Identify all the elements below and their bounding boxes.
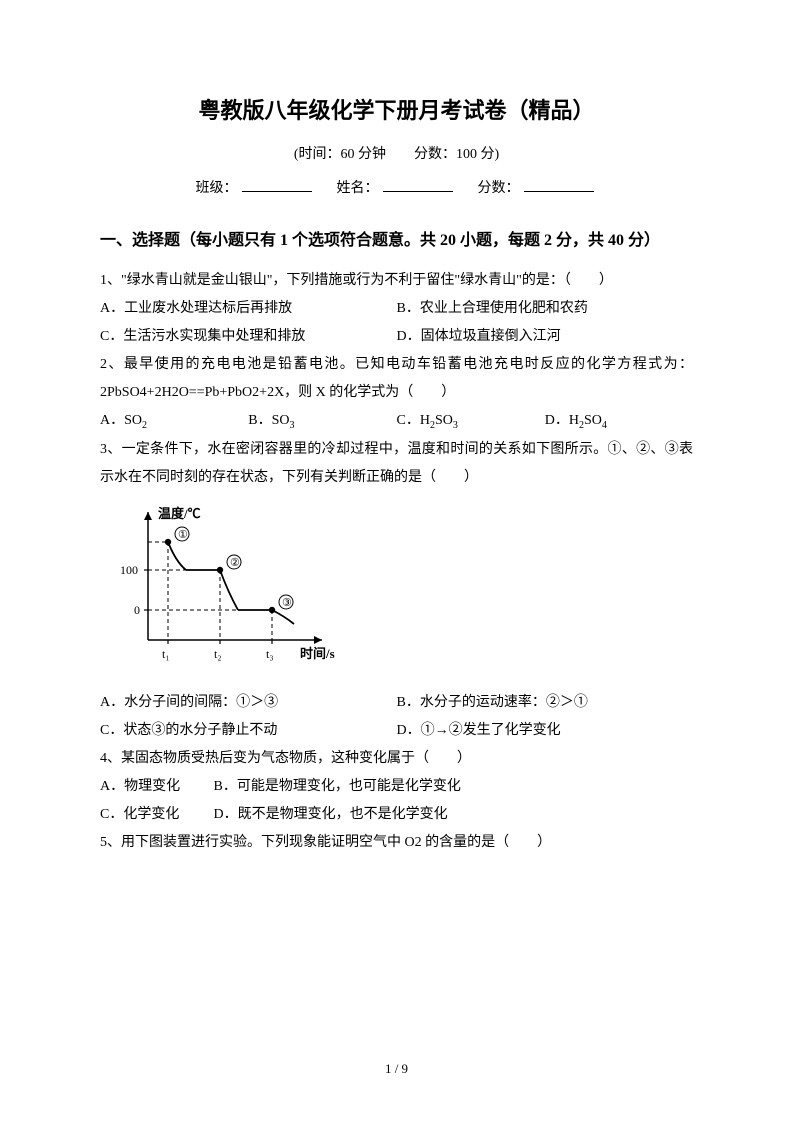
q3-option-c: C．状态③的水分子静止不动 [100, 717, 397, 745]
q1-option-a: A．工业废水处理达标后再排放 [100, 295, 397, 323]
name-blank[interactable] [383, 176, 453, 192]
q3-stem: 3、一定条件下，水在密闭容器里的冷却过程中，温度和时间的关系如下图所示。①、②、… [100, 436, 693, 492]
q1-option-b: B．农业上合理使用化肥和农药 [397, 295, 694, 323]
q4-option-d: D．既不是物理变化，也不是化学变化 [214, 807, 448, 822]
question-4: 4、某固态物质受热后变为气态物质，这种变化属于（ ） A．物理变化 B．可能是物… [100, 745, 693, 829]
q4-option-c: C．化学变化 [100, 801, 210, 829]
exam-subtitle: (时间：60 分钟 分数：100 分) [100, 142, 693, 169]
q5-stem: 5、用下图装置进行实验。下列现象能证明空气中 O2 的含量的是（ ） [100, 829, 693, 857]
q3-option-a: A．水分子间的间隔：①＞③ [100, 689, 397, 717]
q3-option-d: D．①→②发生了化学变化 [397, 717, 694, 745]
svg-text:③: ③ [282, 597, 292, 609]
score-label: 分数： [478, 181, 520, 196]
q1-stem: 1、"绿水青山就是金山银山"，下列措施或行为不利于留住"绿水青山"的是：（ ） [100, 267, 693, 295]
question-5: 5、用下图装置进行实验。下列现象能证明空气中 O2 的含量的是（ ） [100, 829, 693, 857]
q2-stem: 2、最早使用的充电电池是铅蓄电池。已知电动车铅蓄电池充电时反应的化学方程式为：2… [100, 351, 693, 407]
student-info-line: 班级： 姓名： 分数： [100, 176, 693, 203]
name-label: 姓名： [337, 181, 379, 196]
question-1: 1、"绿水青山就是金山银山"，下列措施或行为不利于留住"绿水青山"的是：（ ） … [100, 267, 693, 351]
q2-option-b: B．SO3 [248, 407, 396, 436]
svg-text:①: ① [178, 529, 188, 541]
svg-text:②: ② [230, 557, 240, 569]
svg-text:100: 100 [120, 563, 138, 577]
svg-text:时间/s: 时间/s [300, 646, 335, 661]
page-number: 1 / 9 [0, 1057, 793, 1082]
svg-text:t₂: t₂ [214, 647, 222, 661]
q3-option-b: B．水分子的运动速率：②＞① [397, 689, 694, 717]
svg-text:温度/℃: 温度/℃ [158, 506, 201, 521]
svg-text:t₃: t₃ [266, 647, 274, 661]
score-blank[interactable] [524, 176, 594, 192]
cooling-chart: 温度/℃ 时间/s 100 0 t₁ t₂ t₃ ① ② ③ [110, 500, 693, 681]
q4-option-a: A．物理变化 [100, 773, 210, 801]
svg-text:t₁: t₁ [162, 647, 170, 661]
question-3: 3、一定条件下，水在密闭容器里的冷却过程中，温度和时间的关系如下图所示。①、②、… [100, 436, 693, 745]
q4-option-b: B．可能是物理变化，也可能是化学变化 [214, 779, 461, 794]
q2-option-a: A．SO2 [100, 407, 248, 436]
q1-option-d: D．固体垃圾直接倒入江河 [397, 323, 694, 351]
q2-option-c: C．H2SO3 [397, 407, 545, 436]
section-1-header: 一、选择题（每小题只有 1 个选项符合题意。共 20 小题，每题 2 分，共 4… [100, 221, 693, 261]
class-label: 班级： [196, 181, 238, 196]
exam-title: 粤教版八年级化学下册月考试卷（精品） [100, 90, 693, 132]
svg-text:0: 0 [134, 603, 140, 617]
q1-option-c: C．生活污水实现集中处理和排放 [100, 323, 397, 351]
q4-stem: 4、某固态物质受热后变为气态物质，这种变化属于（ ） [100, 745, 693, 773]
class-blank[interactable] [242, 176, 312, 192]
question-2: 2、最早使用的充电电池是铅蓄电池。已知电动车铅蓄电池充电时反应的化学方程式为：2… [100, 351, 693, 436]
q2-option-d: D．H2SO4 [545, 407, 693, 436]
chart-svg: 温度/℃ 时间/s 100 0 t₁ t₂ t₃ ① ② ③ [110, 500, 340, 670]
